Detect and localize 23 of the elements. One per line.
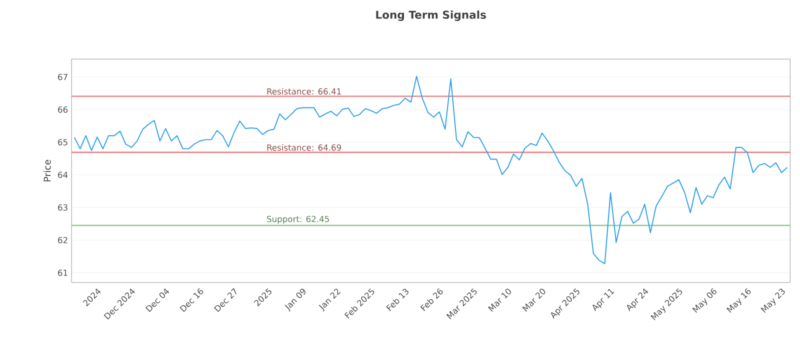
x-tick-label: Dec 27 [214,288,236,312]
y-tick-label: 62 [58,237,68,244]
x-tick-label: Dec 16 [180,288,204,312]
x-tick-label: Apr 24 [626,288,648,312]
y-tick-label: 61 [58,270,68,276]
y-tick-label: 66 [58,106,68,114]
x-tick-label: Feb 13 [386,289,408,312]
x-tick-label: Mar 10 [488,288,511,312]
y-tick-label: 64 [58,172,68,178]
x-tick-label: Dec 04 [146,288,170,312]
x-tick-label: Mar 20 [522,288,546,312]
x-tick-label: Jan 09 [284,289,306,312]
y-axis-title: Price [44,160,51,182]
ref-line-label: Resistance: 66.41 [267,88,341,95]
x-tick-label: Feb 26 [420,288,443,312]
ref-line-label: Resistance: 64.69 [267,144,342,151]
x-tick-label: Apr 11 [592,289,614,312]
ref-line-label: Support: 62.45 [267,216,329,224]
y-tick-label: 65 [58,139,68,146]
x-tick-label: Jan 22 [318,289,341,312]
y-tick-label: 67 [58,74,68,80]
y-tick-label: 63 [58,204,68,211]
chart-title: Long Term Signals [376,10,486,22]
